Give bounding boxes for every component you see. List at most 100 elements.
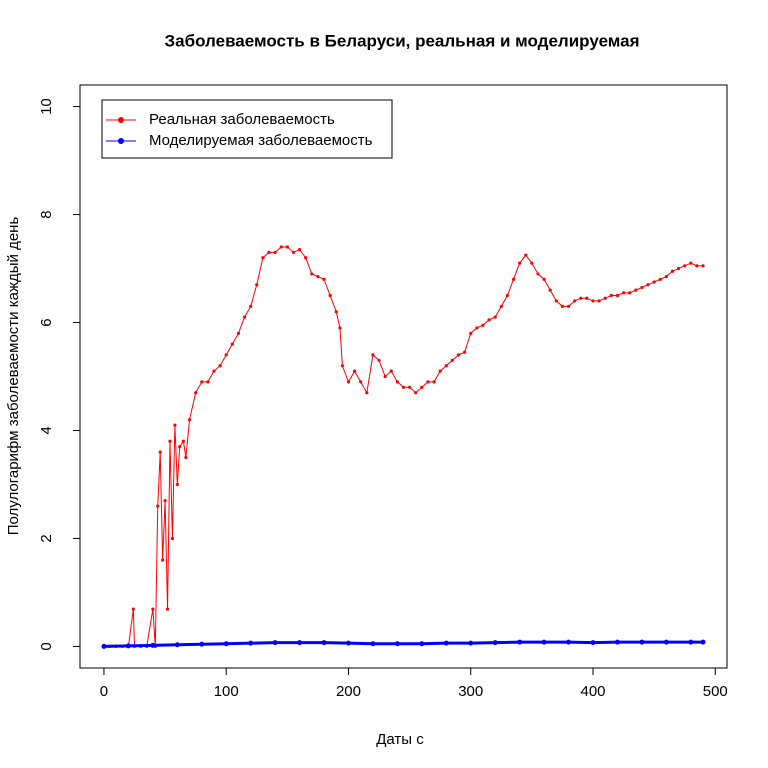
y-tick-label: 8 bbox=[38, 210, 55, 218]
data-point bbox=[158, 450, 162, 454]
data-point bbox=[255, 283, 259, 287]
data-point bbox=[321, 640, 327, 646]
x-tick-label: 100 bbox=[214, 683, 239, 700]
data-point bbox=[688, 639, 694, 645]
data-point bbox=[310, 272, 314, 276]
data-point bbox=[131, 607, 135, 611]
data-point bbox=[408, 385, 412, 389]
data-point bbox=[511, 277, 516, 281]
data-point bbox=[492, 640, 498, 646]
data-point bbox=[646, 283, 650, 287]
y-tick-label: 4 bbox=[38, 426, 55, 434]
data-point bbox=[236, 331, 241, 335]
data-point bbox=[573, 299, 577, 303]
data-point bbox=[273, 250, 277, 254]
data-point bbox=[291, 250, 296, 254]
data-point bbox=[676, 266, 681, 271]
data-point bbox=[249, 304, 253, 308]
data-point bbox=[285, 245, 289, 249]
data-point bbox=[279, 245, 283, 249]
data-point bbox=[621, 291, 626, 295]
data-point bbox=[468, 640, 474, 646]
data-point bbox=[224, 353, 228, 357]
data-point bbox=[150, 642, 156, 648]
legend-box bbox=[101, 99, 393, 159]
data-point bbox=[340, 364, 344, 368]
data-point bbox=[346, 380, 351, 384]
data-point bbox=[161, 558, 165, 562]
data-point bbox=[524, 253, 528, 257]
data-point bbox=[174, 642, 180, 648]
y-tick-label: 10 bbox=[38, 98, 55, 115]
data-point bbox=[395, 380, 399, 384]
data-point bbox=[443, 640, 449, 646]
data-point bbox=[230, 342, 234, 346]
data-point bbox=[475, 326, 479, 330]
data-point bbox=[328, 293, 332, 298]
data-point bbox=[168, 439, 172, 443]
data-point bbox=[640, 285, 644, 290]
legend-point bbox=[118, 117, 124, 123]
y-axis-label: Полулогарифм заболеваемости каждый день bbox=[5, 217, 22, 536]
y-tick-label: 2 bbox=[38, 534, 55, 542]
data-point bbox=[322, 277, 326, 281]
data-point bbox=[481, 323, 485, 327]
data-point bbox=[499, 304, 503, 308]
x-axis-label: Даты с bbox=[376, 731, 424, 748]
x-tick-label: 0 bbox=[100, 683, 108, 700]
data-point bbox=[663, 639, 669, 645]
data-point bbox=[304, 256, 308, 260]
data-point bbox=[218, 364, 222, 368]
data-point bbox=[530, 261, 534, 265]
data-point bbox=[165, 607, 170, 611]
data-point bbox=[420, 385, 424, 389]
data-point bbox=[389, 369, 393, 373]
data-point bbox=[628, 291, 632, 295]
data-point bbox=[151, 607, 155, 611]
data-point bbox=[261, 256, 265, 260]
data-point bbox=[487, 318, 491, 322]
data-point bbox=[178, 445, 182, 449]
data-point bbox=[370, 641, 376, 647]
data-point bbox=[377, 358, 381, 362]
data-point bbox=[700, 639, 706, 645]
data-point bbox=[170, 536, 175, 541]
data-point bbox=[463, 350, 467, 354]
data-point bbox=[609, 293, 613, 298]
data-point bbox=[223, 641, 229, 647]
data-point bbox=[401, 385, 406, 389]
data-point bbox=[163, 499, 167, 503]
chart-title: Заболеваемость в Беларуси, реальная и мо… bbox=[164, 31, 639, 50]
data-point bbox=[560, 304, 565, 308]
data-point bbox=[664, 275, 668, 279]
data-point bbox=[536, 272, 540, 276]
data-point bbox=[597, 299, 601, 303]
data-point bbox=[248, 640, 254, 646]
data-point bbox=[200, 380, 204, 384]
plot-frame bbox=[79, 84, 728, 669]
data-point bbox=[125, 643, 131, 649]
data-point bbox=[634, 288, 638, 292]
data-point bbox=[242, 315, 247, 319]
data-point bbox=[365, 391, 369, 395]
data-point bbox=[316, 275, 320, 279]
data-point bbox=[101, 643, 107, 649]
data-point bbox=[603, 296, 607, 300]
data-point bbox=[639, 639, 645, 645]
legend-point bbox=[118, 138, 124, 144]
data-point bbox=[658, 277, 662, 281]
data-point bbox=[548, 288, 552, 292]
data-point bbox=[505, 293, 510, 298]
data-point bbox=[419, 641, 425, 647]
series-line bbox=[103, 640, 704, 648]
data-point bbox=[689, 261, 693, 265]
data-point bbox=[456, 353, 461, 357]
data-point bbox=[338, 326, 342, 330]
data-point bbox=[199, 641, 205, 647]
data-point bbox=[173, 423, 177, 427]
data-point bbox=[394, 641, 400, 647]
data-point bbox=[297, 248, 302, 252]
data-point bbox=[591, 299, 595, 303]
data-point bbox=[212, 369, 216, 373]
